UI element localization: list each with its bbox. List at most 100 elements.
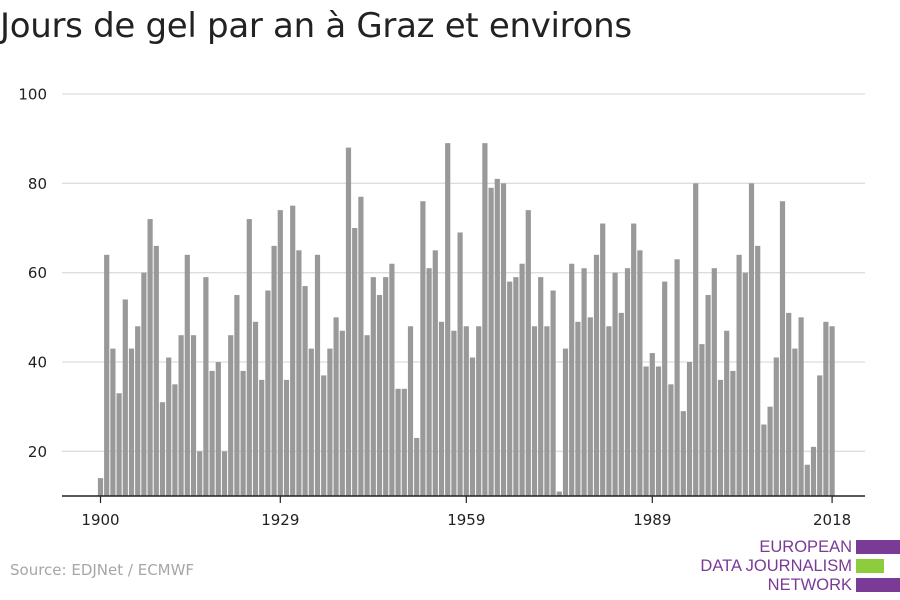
bar [593, 254, 600, 496]
bar [519, 263, 525, 496]
bar [221, 451, 228, 496]
bar [259, 379, 265, 496]
bar [110, 348, 116, 496]
logo-line-3: NETWORK [767, 575, 852, 594]
bar [314, 254, 321, 496]
bar [215, 362, 221, 496]
bar [562, 348, 569, 496]
bar [438, 321, 445, 496]
bar [283, 379, 290, 496]
bars [97, 143, 835, 497]
bar [817, 375, 823, 496]
bar [581, 268, 587, 496]
bar [184, 254, 190, 496]
bar [122, 299, 128, 496]
bar [655, 366, 662, 496]
bar [724, 330, 730, 496]
bar [792, 348, 798, 496]
bar [290, 205, 296, 497]
bar [569, 263, 575, 496]
bar [742, 272, 748, 496]
bar [637, 250, 643, 496]
bar [823, 321, 829, 496]
bar [414, 437, 420, 496]
bar [420, 201, 426, 496]
bar [345, 147, 352, 496]
bar [730, 370, 736, 496]
bar [271, 245, 277, 496]
bar [779, 201, 786, 496]
bar [395, 388, 401, 496]
bar [494, 178, 500, 496]
bar [469, 357, 476, 496]
bar [370, 277, 376, 496]
bar [538, 277, 544, 496]
bar [401, 388, 407, 496]
bar [693, 183, 699, 496]
bar [308, 348, 314, 496]
bar [457, 232, 463, 496]
y-tick-label: 100 [18, 86, 47, 104]
bar [172, 384, 178, 496]
bar [525, 210, 531, 496]
bar [736, 254, 742, 496]
bar [513, 277, 519, 496]
bar [600, 223, 606, 496]
bar [500, 183, 507, 496]
bar [810, 446, 817, 496]
logo-bar-middle [856, 559, 884, 573]
bar [643, 366, 649, 496]
bar [631, 223, 637, 496]
bar [674, 259, 680, 496]
bar [432, 250, 438, 496]
bar [352, 228, 358, 496]
bar [246, 219, 252, 496]
bar [116, 393, 122, 496]
y-tick-labels: 20 40 60 80 100 [18, 86, 47, 461]
x-tick-label: 1929 [261, 511, 299, 529]
bar [252, 321, 259, 496]
bar [463, 326, 469, 496]
bar [556, 491, 562, 496]
bar [153, 245, 159, 496]
bar [786, 312, 792, 496]
bar [544, 326, 550, 496]
bar [228, 335, 234, 496]
bar [624, 268, 631, 496]
bar-chart: 20 40 60 80 100 1900 1929 1959 1989 2018 [18, 86, 865, 529]
bar [197, 451, 203, 496]
bar [755, 245, 761, 496]
y-tick-label: 20 [28, 443, 47, 461]
bar [717, 379, 724, 496]
logo-bar-bottom [856, 578, 900, 592]
bar [321, 375, 327, 496]
bar [662, 281, 668, 496]
bar [575, 321, 581, 496]
logo-line-2: DATA JOURNALISM [700, 556, 852, 575]
bar [190, 335, 197, 496]
bar [798, 317, 804, 496]
bar [618, 312, 624, 496]
bar [476, 326, 482, 496]
bar [426, 268, 432, 496]
bar [451, 330, 457, 496]
bar [507, 281, 513, 496]
bar [302, 286, 308, 496]
bar [761, 424, 767, 496]
bar [649, 353, 655, 496]
x-tick-label: 1900 [81, 511, 119, 529]
x-tick-labels: 1900 1929 1959 1989 2018 [81, 496, 851, 529]
x-tick-label: 1959 [447, 511, 485, 529]
bar [748, 183, 755, 496]
source-note: Source: EDJNet / ECMWF [10, 561, 195, 579]
bar [135, 326, 141, 496]
bar [147, 219, 153, 496]
bar [358, 196, 364, 497]
bar [407, 326, 414, 496]
bar [104, 254, 110, 496]
bar [606, 326, 612, 496]
bar [383, 277, 389, 496]
bar [265, 290, 271, 496]
bar [531, 326, 538, 496]
bar [376, 295, 383, 496]
